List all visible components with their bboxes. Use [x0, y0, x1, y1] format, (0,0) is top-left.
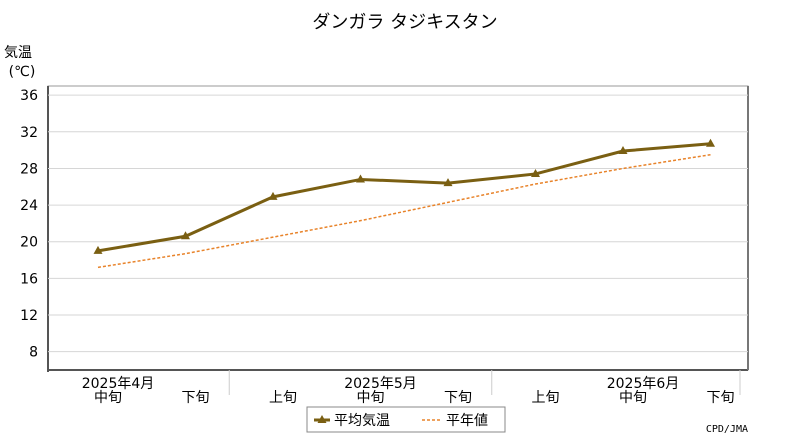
legend-marker-mean	[317, 415, 327, 423]
chart-title: ダンガラ タジキスタン	[312, 12, 497, 33]
credit-label: CPD/JMA	[706, 424, 748, 435]
x-tick-label: 中旬	[357, 390, 385, 406]
legend-label-normal: 平年値	[446, 413, 488, 429]
series-line-mean	[97, 142, 711, 253]
x-axis-ticks: 中旬 下旬 上旬 中旬 下旬 上旬 中旬 下旬 2025年4月 2025年5月 2025年6月	[82, 370, 741, 406]
y-axis-ticks: 8 12 16 20 24 28 32 36	[20, 88, 38, 361]
x-month-label: 2025年4月	[82, 376, 155, 392]
y-tick-label: 32	[20, 125, 38, 141]
x-tick-label: 下旬	[444, 390, 472, 406]
x-tick-label: 中旬	[619, 390, 647, 406]
data-point-mean	[93, 245, 103, 254]
x-tick-label: 上旬	[532, 390, 560, 406]
series-line-normal	[97, 153, 711, 269]
y-axis-unit: (℃)	[9, 64, 36, 80]
y-tick-label: 24	[20, 198, 38, 214]
legend: 平均気温 平年値	[306, 406, 506, 433]
data-point-mean	[531, 168, 540, 177]
x-tick-label: 下旬	[182, 390, 210, 406]
y-tick-label: 20	[20, 235, 38, 251]
data-point-mean	[706, 138, 715, 147]
data-point-mean	[443, 178, 453, 187]
data-point-mean	[356, 174, 365, 183]
y-tick-label: 8	[29, 345, 38, 361]
data-point-mean	[181, 231, 190, 240]
y-axis-label: 気温	[4, 45, 32, 61]
legend-label-mean: 平均気温	[334, 413, 390, 429]
x-month-label: 2025年6月	[607, 376, 680, 392]
data-point-mean	[618, 146, 628, 155]
data-point-mean	[268, 191, 278, 200]
y-tick-label: 28	[20, 161, 38, 177]
y-tick-label: 12	[20, 308, 38, 324]
x-tick-label: 上旬	[269, 390, 297, 406]
y-tick-label: 36	[20, 88, 38, 104]
plot-frame	[47, 85, 749, 371]
x-month-label: 2025年5月	[344, 376, 417, 392]
x-tick-label: 下旬	[707, 390, 735, 406]
legend-box	[306, 406, 506, 433]
y-tick-label: 16	[20, 271, 38, 287]
grid-lines	[48, 94, 748, 353]
x-tick-label: 中旬	[94, 390, 122, 406]
plot-area	[47, 85, 749, 372]
series-layer	[93, 138, 715, 269]
